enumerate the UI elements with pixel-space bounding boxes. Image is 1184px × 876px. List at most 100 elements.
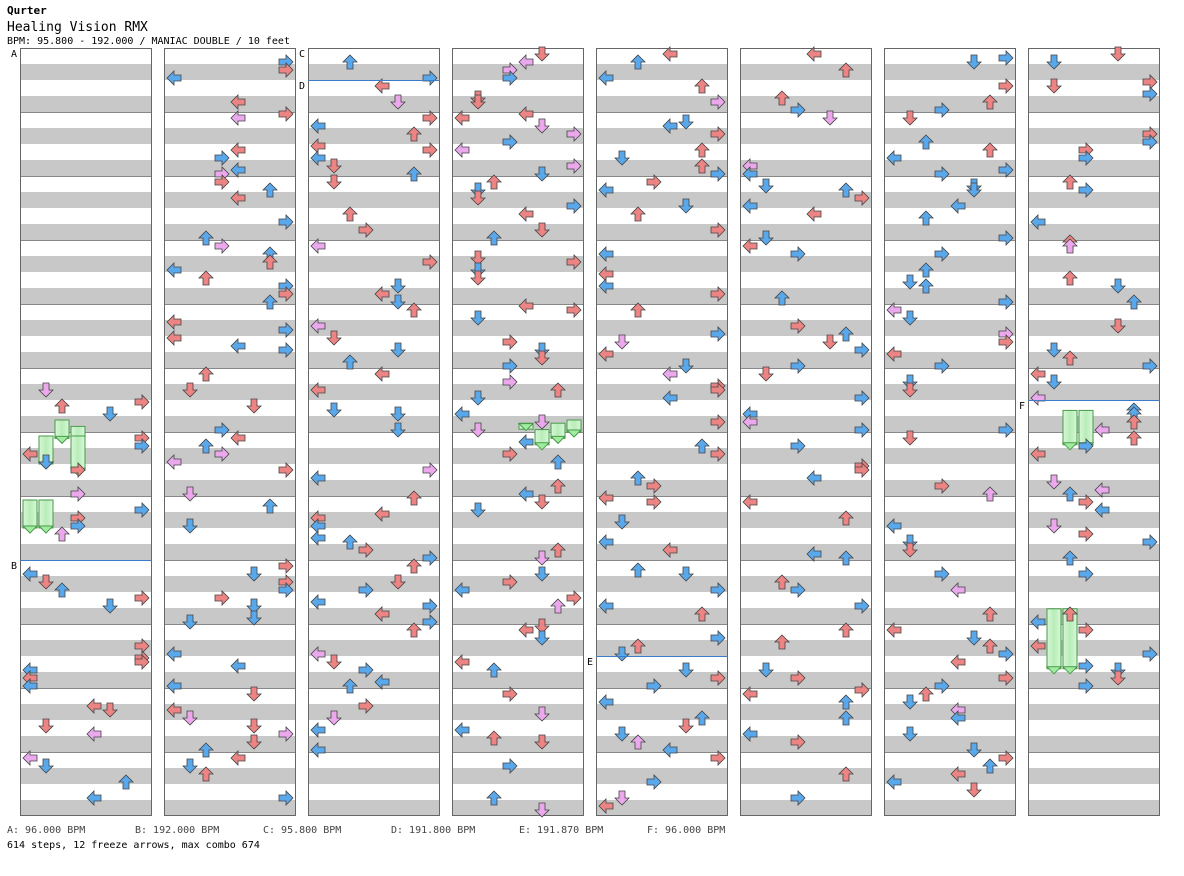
step-arrow-l-127 [310, 470, 326, 486]
bpm-marker-d: D [299, 81, 305, 92]
step-arrow-u-32 [118, 774, 134, 790]
step-arrow-u-270 [694, 710, 710, 726]
step-arrow-d-207 [534, 630, 550, 646]
step-arrow-r-364 [934, 566, 950, 582]
step-arrow-r-315 [854, 598, 870, 614]
freeze-arrow-13 [1046, 608, 1062, 670]
step-arrow-u-167 [486, 174, 502, 190]
step-arrow-d-223 [678, 114, 694, 130]
legend-item-c: C: 95.800 BPM [263, 825, 342, 836]
step-arrow-l-257 [662, 542, 678, 558]
step-arrow-l-321 [742, 686, 758, 702]
step-arrow-d-176 [470, 262, 486, 278]
step-arrow-u-53 [198, 270, 214, 286]
bpm-marker-c: C [299, 49, 305, 60]
step-arrow-l-195 [518, 486, 534, 502]
step-arrow-r-338 [934, 166, 950, 182]
step-arrow-u-72 [262, 498, 278, 514]
step-arrow-u-404 [1062, 350, 1078, 366]
step-arrow-u-136 [406, 558, 422, 574]
step-arrow-l-244 [662, 366, 678, 382]
step-arrow-d-19 [102, 598, 118, 614]
freeze-tail-13 [1045, 666, 1063, 675]
step-arrow-r-250 [710, 446, 726, 462]
step-arrow-r-192 [502, 446, 518, 462]
freeze-tail-6 [37, 525, 55, 534]
step-arrow-u-413 [1126, 430, 1142, 446]
bpm-marker-f: F [1019, 401, 1025, 412]
step-arrow-d-350 [902, 310, 918, 326]
step-arrow-l-290 [806, 206, 822, 222]
step-arrow-r-307 [854, 462, 870, 478]
step-arrow-u-369 [982, 638, 998, 654]
step-arrow-r-61 [278, 342, 294, 358]
step-arrow-u-14 [54, 526, 70, 542]
song-title: Healing Vision RMX [7, 20, 148, 35]
step-arrow-d-8 [38, 454, 54, 470]
step-arrow-d-183 [534, 350, 550, 366]
legend-item-b: B: 192.000 BPM [135, 825, 220, 836]
step-arrow-u-107 [406, 166, 422, 182]
step-arrow-r-425 [1078, 566, 1094, 582]
step-arrow-u-233 [630, 206, 646, 222]
step-arrow-u-347 [918, 278, 934, 294]
step-arrow-r-298 [854, 342, 870, 358]
step-arrow-u-424 [1062, 550, 1078, 566]
step-arrow-l-208 [454, 654, 470, 670]
step-arrow-u-109 [342, 206, 358, 222]
step-arrow-l-171 [518, 206, 534, 222]
step-arrow-d-266 [678, 662, 694, 678]
step-arrow-d-27 [102, 702, 118, 718]
step-arrow-l-242 [598, 346, 614, 362]
step-arrow-r-332 [934, 102, 950, 118]
step-arrow-r-225 [710, 126, 726, 142]
step-arrow-d-421 [1046, 518, 1062, 534]
step-arrow-d-300 [758, 366, 774, 382]
chart-meta: BPM: 95.800 - 192.000 / MANIAC DOUBLE / … [7, 36, 290, 47]
step-arrow-u-335 [982, 142, 998, 158]
step-arrow-d-271 [678, 718, 694, 734]
step-arrow-d-1 [38, 382, 54, 398]
step-arrow-r-282 [790, 102, 806, 118]
step-arrow-r-9 [70, 462, 86, 478]
step-arrow-r-41 [214, 150, 230, 166]
step-arrow-d-199 [534, 550, 550, 566]
step-arrow-l-114 [374, 286, 390, 302]
step-arrow-d-385 [1110, 46, 1126, 62]
step-arrow-r-246 [710, 382, 726, 398]
step-arrow-r-6 [134, 438, 150, 454]
step-arrow-d-363 [902, 542, 918, 558]
step-arrow-d-333 [902, 110, 918, 126]
step-arrow-d-119 [390, 342, 406, 358]
step-arrow-r-184 [502, 358, 518, 374]
step-arrow-d-115 [390, 294, 406, 310]
step-arrow-r-175 [566, 254, 582, 270]
step-arrow-r-140 [422, 598, 438, 614]
step-arrow-r-325 [790, 734, 806, 750]
step-arrow-d-403 [1046, 342, 1062, 358]
step-arrow-d-187 [470, 390, 486, 406]
step-arrow-l-30 [22, 750, 38, 766]
step-arrow-r-393 [1078, 150, 1094, 166]
step-arrow-r-126 [422, 462, 438, 478]
step-arrow-r-65 [214, 422, 230, 438]
step-arrow-l-279 [806, 46, 822, 62]
step-arrow-u-251 [630, 470, 646, 486]
step-arrow-l-42 [230, 162, 246, 178]
step-arrow-l-202 [454, 582, 470, 598]
step-arrow-l-382 [950, 766, 966, 782]
step-arrow-r-38 [278, 106, 294, 122]
step-arrow-l-341 [950, 198, 966, 214]
step-arrow-u-62 [198, 366, 214, 382]
step-arrow-r-314 [790, 582, 806, 598]
step-arrow-r-11 [134, 502, 150, 518]
step-arrow-l-367 [886, 622, 902, 638]
step-arrow-u-360 [982, 486, 998, 502]
step-arrow-d-124 [390, 406, 406, 422]
step-arrow-d-177 [470, 270, 486, 286]
chart-column-7 [884, 48, 1016, 816]
step-arrow-u-173 [486, 230, 502, 246]
freeze-tail-11 [1061, 442, 1079, 451]
step-arrow-d-196 [534, 494, 550, 510]
step-arrow-u-331 [982, 94, 998, 110]
